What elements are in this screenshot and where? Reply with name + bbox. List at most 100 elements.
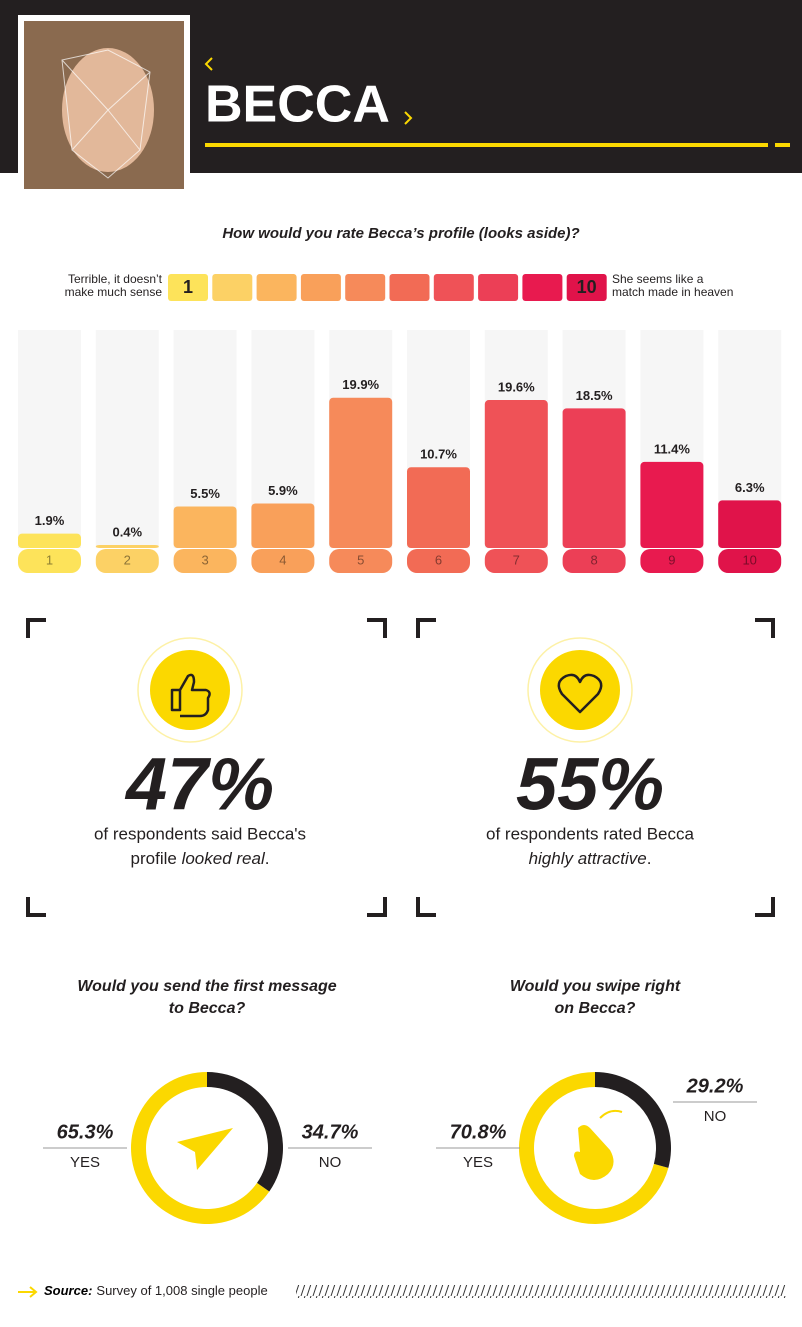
scale-low-label: Terrible, it doesn’t: [68, 272, 163, 286]
category-label: YES: [70, 1154, 100, 1171]
value-label: 5.5%: [190, 486, 220, 501]
chart-title: Would you swipe right: [510, 978, 681, 995]
scale-high-label: She seems like a: [612, 272, 704, 286]
scale-box: [389, 274, 430, 301]
chevron: [404, 111, 413, 125]
category-pill: [484, 549, 548, 573]
scale-box: [168, 274, 208, 301]
donut-segment: [595, 1072, 671, 1168]
category-pill: [251, 549, 315, 573]
bar: [18, 533, 81, 548]
stat-value: 47%: [124, 743, 274, 826]
stat-text-part: looked real: [182, 849, 266, 868]
bar: [251, 503, 315, 548]
bar: [562, 408, 626, 548]
x-tick-label: 6: [435, 552, 442, 567]
x-tick-label: 4: [279, 552, 286, 567]
value-label: 10.7%: [420, 447, 457, 462]
source-arrow: [18, 1286, 38, 1298]
category-pill: [562, 549, 626, 573]
stat-text-part: profile: [131, 849, 182, 868]
value-label: 0.4%: [112, 524, 142, 539]
x-tick-label: 8: [590, 552, 597, 567]
bar: [329, 397, 393, 548]
source-label: Source:: [44, 1283, 92, 1298]
scale-low-label: make much sense: [65, 285, 163, 299]
source-text: Survey of 1,008 single people: [96, 1283, 267, 1298]
face-mesh: [61, 49, 151, 179]
scale-box: [478, 274, 519, 301]
donut-segment: [207, 1072, 283, 1192]
stat-text: highly attractive.: [529, 849, 652, 868]
stat-text-part: highly attractive: [529, 849, 647, 868]
bar: [173, 506, 237, 548]
x-tick-label: 1: [46, 552, 53, 567]
value-label: 70.8%: [450, 1121, 507, 1143]
x-tick-label: 10: [742, 552, 756, 567]
scale-box: [433, 274, 474, 301]
bar: [718, 500, 782, 548]
category-pill: [640, 549, 704, 573]
source: Source: Survey of 1,008 single people: [44, 1283, 268, 1298]
bar: [640, 461, 704, 548]
chart-title: Would you send the first message: [77, 978, 336, 995]
bar: [407, 467, 470, 548]
chevron: [204, 57, 213, 71]
chart-title: How would you rate Becca’s profile (look…: [222, 225, 579, 242]
scale-box: [522, 274, 563, 301]
stat-text: profile looked real.: [131, 849, 270, 868]
icon-swipe: [599, 1109, 623, 1119]
chart-title: to Becca?: [169, 1000, 246, 1017]
value-label: 65.3%: [57, 1121, 114, 1143]
value-label: 34.7%: [302, 1121, 359, 1143]
category-pill: [329, 549, 393, 573]
icon-thumb: [137, 637, 243, 743]
category-pill: [407, 549, 470, 573]
scale-box: [300, 274, 341, 301]
bar: [484, 400, 548, 548]
stat-text-part: .: [265, 849, 270, 868]
x-tick-label: 2: [124, 552, 131, 567]
value-label: 18.5%: [576, 388, 613, 403]
scale-box: [345, 274, 386, 301]
icon-hand: [574, 1125, 614, 1180]
icon-plane: [177, 1128, 233, 1170]
scale-box: [212, 274, 253, 301]
value-label: 29.2%: [686, 1075, 744, 1097]
category-pill: [173, 549, 237, 573]
x-tick-label: 7: [513, 552, 520, 567]
category-label: NO: [704, 1108, 727, 1125]
category-pill: [95, 549, 159, 573]
x-tick-label: 3: [201, 552, 208, 567]
category-label: YES: [463, 1154, 493, 1171]
value-label: 1.9%: [35, 513, 65, 528]
value-label: 19.9%: [342, 377, 379, 392]
value-label: 11.4%: [654, 441, 691, 456]
stat-text-part: .: [647, 849, 652, 868]
stat-text: of respondents said Becca's: [94, 824, 306, 843]
chart-title: on Becca?: [555, 1000, 636, 1017]
source-hatch: [296, 1285, 786, 1298]
x-tick-label: 5: [357, 552, 364, 567]
bar: [95, 544, 159, 548]
card-frame: [26, 618, 775, 917]
bar-track: [95, 330, 159, 548]
value-label: 5.9%: [268, 483, 298, 498]
icon-heart: [527, 637, 633, 743]
stat-text: of respondents rated Becca: [486, 824, 694, 843]
scale-box: [256, 274, 297, 301]
scale-box-label: 1: [183, 277, 193, 297]
scale-high-label: match made in heaven: [612, 285, 733, 299]
bar-track: [18, 330, 81, 548]
stat-value: 55%: [516, 743, 664, 826]
category-pill: [718, 549, 782, 573]
category-pill: [18, 549, 81, 573]
scale-box-label: 10: [577, 277, 597, 297]
value-label: 6.3%: [735, 480, 765, 495]
category-label: NO: [319, 1154, 342, 1171]
x-tick-label: 9: [668, 552, 675, 567]
header-title: BECCA: [205, 76, 390, 134]
value-label: 19.6%: [498, 379, 535, 394]
scale-box: [566, 274, 607, 301]
